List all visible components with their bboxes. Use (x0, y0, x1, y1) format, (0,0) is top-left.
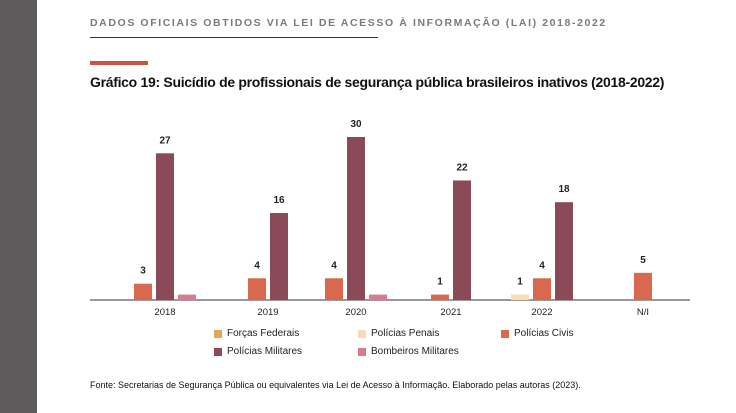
bar-2020-Bombeiros Militares (369, 294, 387, 300)
bar-2022-Polícias Penais (511, 294, 529, 300)
bar-2018-Polícias Civis (134, 283, 152, 300)
x-tick-label: 2019 (257, 307, 278, 318)
data-label: 1 (517, 277, 523, 288)
side-strip (0, 0, 37, 413)
page-header: DADOS OFICIAIS OBTIDOS VIA LEI DE ACESSO… (90, 17, 607, 29)
bar-N/I-Polícias Civis (634, 272, 652, 300)
header-rule (90, 37, 378, 38)
data-label: 30 (350, 119, 362, 130)
x-tick-label: 2020 (345, 307, 366, 318)
data-label: 5 (640, 255, 646, 266)
data-label: 16 (273, 195, 285, 206)
data-label: 4 (254, 260, 260, 271)
chart-title: Gráfico 19: Suicídio de profissionais de… (90, 74, 665, 90)
source-note: Fonte: Secretarias de Segurança Pública … (90, 380, 581, 390)
data-label: 4 (331, 260, 337, 271)
data-label: 3 (140, 266, 146, 277)
bar-2019-Polícias Civis (248, 278, 266, 300)
bar-2022-Polícias Civis (533, 278, 551, 300)
accent-bar (90, 61, 148, 65)
bar-2018-Polícias Militares (156, 153, 174, 300)
data-label: 22 (456, 162, 468, 173)
x-tick-label: 2022 (531, 307, 552, 318)
data-label: 27 (159, 135, 171, 146)
data-label: 18 (558, 184, 570, 195)
x-tick-label: 2018 (154, 307, 175, 318)
bar-2019-Polícias Militares (270, 213, 288, 300)
x-tick-label: 2021 (440, 307, 461, 318)
bar-2020-Polícias Civis (325, 278, 343, 300)
data-label: 4 (539, 260, 545, 271)
bar-2021-Polícias Civis (431, 294, 449, 300)
bar-2022-Polícias Militares (555, 202, 573, 300)
x-tick-label: N/I (637, 307, 649, 318)
bar-2020-Polícias Militares (347, 137, 365, 300)
bar-2021-Polícias Militares (453, 180, 471, 300)
bar-2018-Bombeiros Militares (178, 294, 196, 300)
data-label: 1 (437, 277, 443, 288)
